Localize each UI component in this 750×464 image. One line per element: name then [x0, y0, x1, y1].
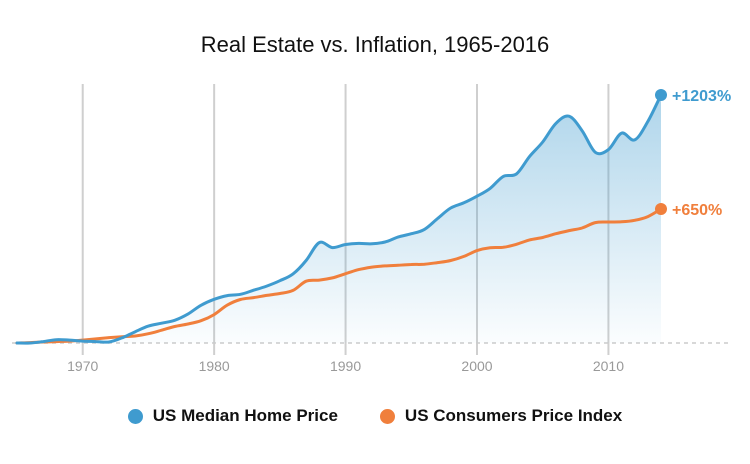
x-axis: 1970 1980 1990 2000 2010 [67, 358, 624, 374]
line-home-price [15, 93, 663, 345]
end-point-home-price [655, 89, 667, 101]
end-point-cpi [655, 203, 667, 216]
x-tick-label-2010: 2010 [593, 358, 624, 374]
legend-item-cpi: US Consumers Price Index [379, 406, 623, 426]
legend-dot-cpi [379, 408, 395, 424]
legend: US Median Home Price US Consumers Price … [0, 406, 750, 426]
x-tick-label-1970: 1970 [67, 358, 98, 374]
chart-title: Real Estate vs. Inflation, 1965-2016 [201, 32, 550, 57]
legend-label-home-price: US Median Home Price [152, 406, 338, 425]
x-tick-label-1990: 1990 [330, 358, 361, 374]
area-home-price [17, 95, 661, 344]
legend-dot-home-price [127, 408, 143, 424]
x-tick-label-1980: 1980 [199, 358, 230, 374]
legend-label-cpi: US Consumers Price Index [404, 406, 623, 425]
x-tick-label-2000: 2000 [461, 358, 492, 374]
end-label-cpi: +650% [672, 202, 722, 219]
legend-item-home-price: US Median Home Price [127, 406, 338, 426]
end-label-home-price: +1203% [672, 88, 731, 105]
series-layer: +1203% +650% [15, 88, 731, 345]
